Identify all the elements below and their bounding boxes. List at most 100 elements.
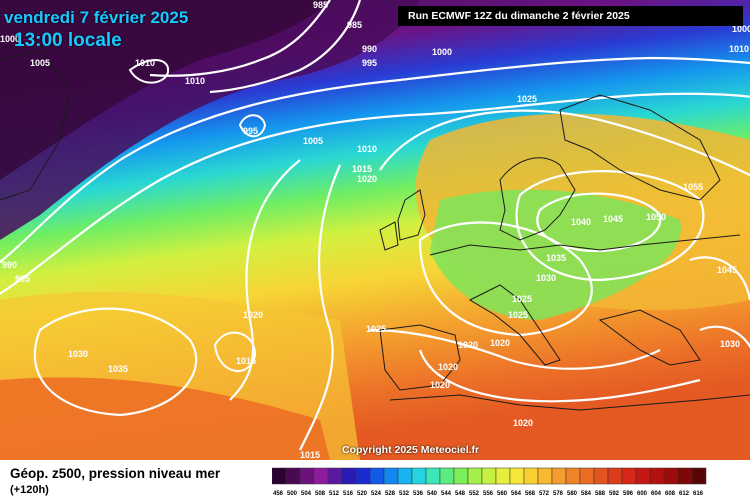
scale-swatch — [272, 467, 287, 485]
isobar-line — [299, 164, 342, 451]
scale-swatch — [593, 467, 609, 485]
scale-label: 504 — [301, 491, 312, 497]
coastline-continent — [429, 234, 741, 256]
scale-label: 508 — [315, 491, 326, 497]
scale-label: 556 — [483, 491, 494, 497]
scale-label: 532 — [399, 491, 410, 497]
isobar-line — [418, 221, 593, 337]
scale-swatch — [467, 467, 483, 485]
pressure-label: 1025 — [517, 94, 537, 104]
scale-label: 516 — [343, 491, 354, 497]
pressure-label: 1025 — [366, 324, 386, 334]
scale-swatch — [313, 467, 329, 485]
isobar-line — [0, 92, 750, 296]
pressure-label: 1005 — [30, 58, 50, 68]
trough-core — [0, 0, 330, 180]
scale-label: 540 — [427, 491, 438, 497]
isobar-closed-low — [213, 331, 257, 372]
scale-label: 584 — [581, 491, 592, 497]
scale-swatch — [635, 467, 651, 485]
coastline-north — [559, 94, 721, 201]
pressure-label: 1020 — [357, 174, 377, 184]
pressure-label: 1045 — [603, 214, 623, 224]
pressure-label: 1010 — [729, 44, 749, 54]
map-area: 985 985 990 995 1000 1010 1010 995 1005 … — [0, 0, 750, 460]
scale-swatch — [425, 467, 441, 485]
scale-swatch — [565, 467, 581, 485]
scale-label: 456 — [273, 491, 284, 497]
scale-label: 500 — [287, 491, 298, 497]
forecast-time: 13:00 locale — [14, 30, 122, 51]
pressure-label: 1020 — [513, 418, 533, 428]
pressure-label: 995 — [243, 126, 258, 136]
coastline-north-africa — [389, 394, 750, 411]
scale-label: 568 — [525, 491, 536, 497]
scale-label: 612 — [679, 491, 690, 497]
scale-swatch — [677, 467, 693, 485]
pressure-label: 995 — [362, 58, 377, 68]
scale-swatch — [649, 467, 665, 485]
scale-swatch — [299, 467, 315, 485]
pressure-label: 1015 — [236, 356, 256, 366]
scale-swatch — [285, 467, 301, 485]
isobar-line — [379, 109, 750, 177]
scale-swatch — [355, 467, 371, 485]
south-orange-area — [0, 377, 330, 460]
isobar-closed-low — [128, 59, 170, 84]
pressure-label: 1020 — [438, 362, 458, 372]
pressure-label: 1020 — [458, 340, 478, 350]
pressure-label: 1055 — [683, 182, 703, 192]
coastline-scandinavia — [499, 157, 576, 241]
isobar-line — [689, 256, 750, 301]
scale-label: 596 — [623, 491, 634, 497]
scale-swatch — [537, 467, 553, 485]
pressure-label: 1035 — [108, 364, 128, 374]
coastline-balkans — [598, 309, 701, 366]
scale-swatch — [579, 467, 595, 485]
pressure-label: 1020 — [430, 380, 450, 390]
pressure-label: 995 — [15, 274, 30, 284]
scale-label: 588 — [595, 491, 606, 497]
scale-label: 608 — [665, 491, 676, 497]
isobar-line — [209, 0, 362, 94]
scale-label: 592 — [609, 491, 620, 497]
pressure-label: 1045 — [717, 265, 737, 275]
scale-swatch — [439, 467, 455, 485]
scale-label: 512 — [329, 491, 340, 497]
scale-label: 560 — [497, 491, 508, 497]
scale-swatch — [397, 467, 413, 485]
pressure-label: 985 — [313, 0, 328, 10]
isobar-line — [229, 159, 301, 401]
pressure-label: 1020 — [490, 338, 510, 348]
scale-label: 616 — [693, 491, 704, 497]
legend-title: Géop. z500, pression niveau mer — [10, 466, 221, 481]
scale-label: 576 — [553, 491, 564, 497]
isobar-line — [0, 56, 750, 264]
pressure-label: 1000 — [732, 24, 750, 34]
pressure-label: 1050 — [646, 212, 666, 222]
pressure-label: 1040 — [571, 217, 591, 227]
scale-swatch — [481, 467, 497, 485]
scale-label: 604 — [651, 491, 662, 497]
isobar-line — [418, 349, 701, 403]
pressure-label: 1015 — [352, 164, 372, 174]
scale-label: 600 — [637, 491, 648, 497]
scale-label: 580 — [567, 491, 578, 497]
scale-label: 564 — [511, 491, 522, 497]
scale-label: 536 — [413, 491, 424, 497]
pressure-label: 990 — [2, 260, 17, 270]
pressure-label: 1015 — [300, 450, 320, 460]
pressure-label: 1010 — [185, 76, 205, 86]
pressure-label: 1030 — [536, 273, 556, 283]
isobar-line — [369, 328, 661, 370]
scale-swatch — [411, 467, 427, 485]
forecast-date: vendredi 7 février 2025 — [4, 8, 189, 27]
scale-swatch — [453, 467, 469, 485]
scale-label: 528 — [385, 491, 396, 497]
scale-label: 548 — [455, 491, 466, 497]
scale-swatch — [509, 467, 525, 485]
pressure-label: 1000 — [432, 47, 452, 57]
pressure-label: 985 — [347, 20, 362, 30]
scale-swatch — [551, 467, 567, 485]
copyright-text: Copyright 2025 Meteociel.fr — [342, 444, 480, 456]
